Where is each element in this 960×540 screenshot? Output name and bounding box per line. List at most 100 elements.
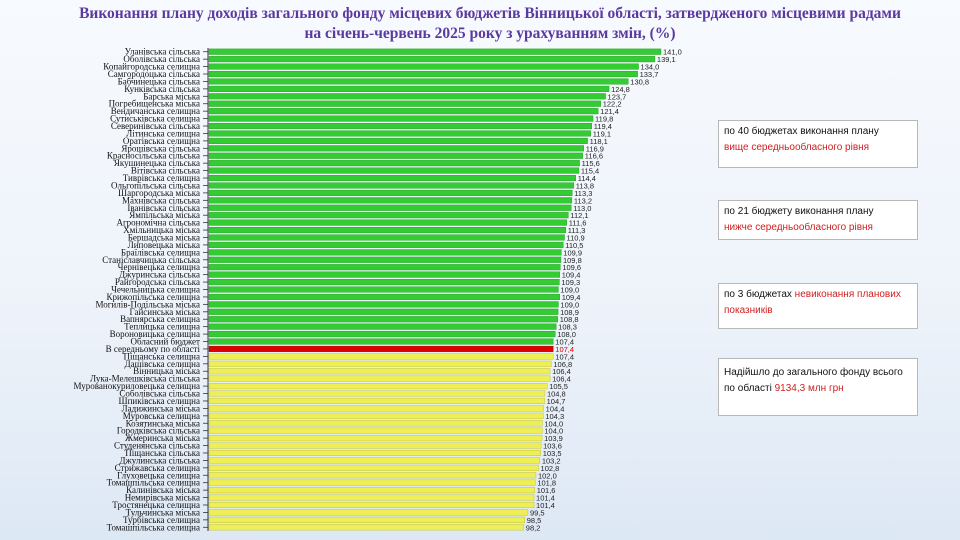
value-label: 114,4 xyxy=(578,174,596,183)
bar xyxy=(208,182,575,189)
note-above-text: по 40 бюджетах виконання плану xyxy=(724,126,879,137)
value-label: 106,4 xyxy=(552,367,571,376)
value-label: 141,0 xyxy=(663,48,682,57)
value-label: 119,4 xyxy=(594,122,612,131)
bar xyxy=(208,152,583,159)
value-label: 106,4 xyxy=(552,375,571,384)
bar xyxy=(208,308,559,315)
note-below-text: по 21 бюджету виконання плану xyxy=(724,206,874,217)
value-label: 118,1 xyxy=(590,137,608,146)
bar xyxy=(208,279,560,286)
value-label: 101,6 xyxy=(537,486,556,495)
category-label: Піщанська сільська xyxy=(125,448,200,458)
category-label: Муровська селищна xyxy=(123,411,200,421)
category-label: Іванівська сільська xyxy=(127,203,200,213)
category-label: Студенянська сільська xyxy=(114,441,200,451)
note-below-average: по 21 бюджету виконання плану нижче сере… xyxy=(718,200,918,240)
value-label: 111,6 xyxy=(569,219,587,228)
bar xyxy=(208,115,594,122)
bar xyxy=(208,48,662,55)
bar xyxy=(208,167,580,174)
category-label: Немирівська міська xyxy=(125,493,200,503)
value-label: 109,6 xyxy=(562,263,581,272)
category-label: Вороновицька селищна xyxy=(110,329,200,339)
bar xyxy=(208,412,544,419)
category-label: Шаргородська міська xyxy=(118,188,200,198)
value-label: 98,2 xyxy=(526,523,541,532)
bar xyxy=(208,85,610,92)
bar xyxy=(208,316,558,323)
bar xyxy=(208,390,546,397)
value-label: 121,4 xyxy=(600,107,619,116)
value-label: 108,0 xyxy=(557,330,576,339)
bar xyxy=(208,137,588,144)
category-label: Кунківська сільська xyxy=(124,84,200,94)
bar xyxy=(208,286,559,293)
value-label: 103,5 xyxy=(543,449,562,458)
category-label: Оратівська селищна xyxy=(123,136,200,146)
category-label: Оболівська сільська xyxy=(123,54,200,64)
category-label: Джуринська сільська xyxy=(119,270,200,280)
note-above-highlight: вище середньообласного рівня xyxy=(724,142,870,153)
category-label: Браїлівська селищна xyxy=(121,247,200,257)
category-label: Копайгородська селищна xyxy=(103,62,200,72)
bar xyxy=(208,383,548,390)
value-label: 115,4 xyxy=(581,167,599,176)
bar xyxy=(208,509,529,516)
category-label: Липовецька міська xyxy=(128,240,200,250)
bar xyxy=(208,427,543,434)
value-label: 109,8 xyxy=(563,256,582,265)
category-label: Соболівська сільська xyxy=(119,389,200,399)
bar xyxy=(208,516,525,523)
value-label: 133,7 xyxy=(640,70,659,79)
value-label: 105,5 xyxy=(549,382,568,391)
bar xyxy=(208,457,541,464)
category-label: Стрижавська селищна xyxy=(115,463,200,473)
bar xyxy=(208,472,537,479)
category-label: Жмеринська міська xyxy=(125,433,200,443)
value-label: 112,1 xyxy=(570,211,588,220)
value-label: 102,8 xyxy=(541,464,560,473)
bar xyxy=(208,442,542,449)
value-label: 123,7 xyxy=(608,92,627,101)
value-label: 111,3 xyxy=(568,226,586,235)
value-label: 109,4 xyxy=(562,271,581,280)
bar xyxy=(208,487,535,494)
bar xyxy=(208,189,573,196)
category-label: Вапнярська селищна xyxy=(120,314,200,324)
note-total-text: Надійшло до загального фонду всього по о… xyxy=(724,367,903,394)
category-label: Гайсинська міська xyxy=(129,307,200,317)
note-unfulfilled-highlight: невиконання планових показників xyxy=(724,289,901,316)
bar xyxy=(208,241,564,248)
value-label: 109,3 xyxy=(561,278,580,287)
category-label: Літинська селищна xyxy=(126,128,200,138)
category-label: Теплицька селищна xyxy=(124,322,200,332)
value-label: 103,6 xyxy=(543,442,562,451)
value-label: 113,8 xyxy=(576,181,594,190)
category-label: Бершадська міська xyxy=(128,232,200,242)
bar xyxy=(208,175,576,182)
category-label: Томашпільська селищна xyxy=(107,478,200,488)
category-label: Тростянецька селищна xyxy=(112,500,200,510)
value-label: 104,7 xyxy=(547,397,566,406)
category-label: Райгородська сільська xyxy=(115,277,200,287)
value-label: 104,0 xyxy=(544,427,563,436)
category-label: Ямпільська міська xyxy=(129,210,200,220)
category-label: Тульчинська міська xyxy=(126,507,200,517)
value-label: 134,0 xyxy=(641,63,660,72)
bar xyxy=(208,435,543,442)
category-label: Ольгопільська сільська xyxy=(111,180,200,190)
bar xyxy=(208,479,536,486)
bar xyxy=(208,160,580,167)
category-label: Хмільницька міська xyxy=(123,225,200,235)
value-label: 130,8 xyxy=(630,77,649,86)
note-above-average: по 40 бюджетах виконання плану вище сере… xyxy=(718,120,918,168)
category-label: Чернівецька селищна xyxy=(118,262,200,272)
note-below-highlight: нижче середньообласного рівня xyxy=(724,222,873,233)
value-label: 139,1 xyxy=(657,55,676,64)
note-total-revenue: Надійшло до загального фонду всього по о… xyxy=(718,358,918,416)
category-label: Тиврівська селищна xyxy=(123,173,200,183)
value-label: 109,4 xyxy=(562,293,581,302)
category-label: Козятинська міська xyxy=(126,418,200,428)
bar xyxy=(208,293,560,300)
